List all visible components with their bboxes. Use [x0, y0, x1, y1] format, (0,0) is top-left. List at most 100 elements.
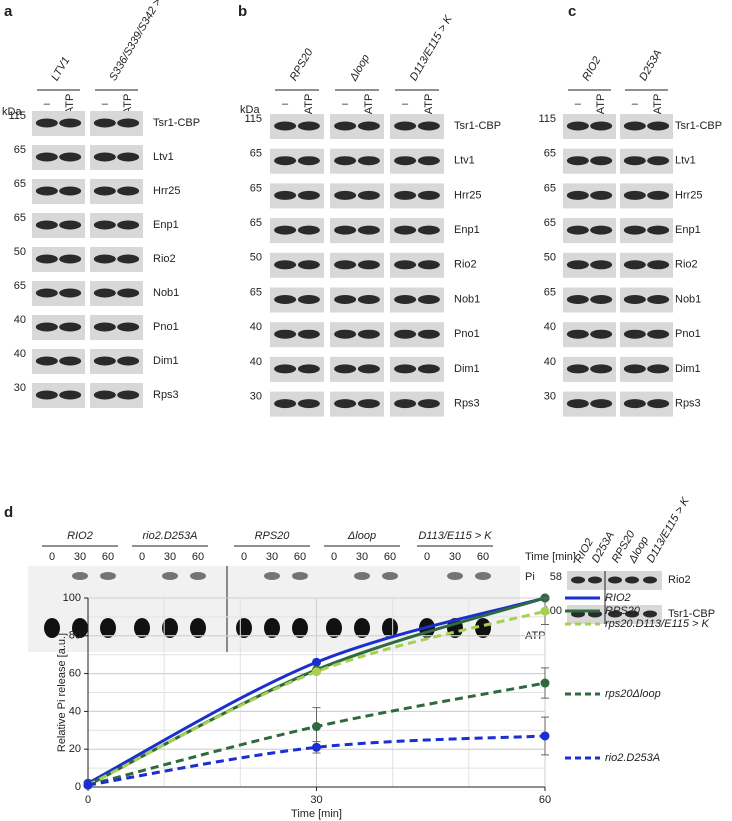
kda-marker: 65: [14, 144, 26, 156]
kda-marker: 65: [544, 286, 556, 298]
blot-band: [417, 225, 440, 235]
blot-band: [623, 190, 646, 200]
time-label: 0: [424, 551, 430, 563]
protein-label: Nob1: [454, 293, 480, 305]
blot-band: [623, 329, 646, 339]
lane-label: –: [402, 98, 409, 110]
blot-band: [274, 225, 297, 235]
blot-band: [566, 329, 589, 339]
blot-band: [35, 152, 58, 162]
blot-band: [623, 121, 646, 131]
blot-band: [297, 295, 320, 304]
blot-band: [297, 364, 320, 374]
blot-band: [59, 288, 82, 298]
data-point: [312, 742, 321, 752]
kda-marker: 30: [544, 391, 556, 403]
blot-band: [59, 118, 82, 128]
pi-spot: [100, 572, 116, 580]
kda-marker: 65: [250, 286, 262, 298]
group-label: RPS20: [288, 46, 316, 83]
pi-label: Pi: [525, 571, 535, 583]
blot-band: [394, 121, 417, 131]
atp-spot: [382, 618, 398, 638]
blot-band: [417, 190, 440, 200]
protein-label: Tsr1-CBP: [454, 120, 501, 132]
time-label: 0: [331, 551, 337, 563]
blot-band: [623, 364, 646, 374]
y-tick-label: 0: [75, 781, 81, 793]
protein-label: Enp1: [153, 219, 179, 231]
blot-band: [566, 121, 589, 131]
x-tick-label: 30: [310, 794, 322, 806]
lane-label: –: [102, 98, 109, 110]
kda-marker: 65: [544, 148, 556, 160]
blot-band: [357, 399, 380, 409]
x-axis-label: Time [min]: [291, 808, 342, 820]
kda-marker: 65: [14, 178, 26, 190]
blot-band: [571, 576, 585, 584]
blot-band: [274, 260, 297, 270]
series-line: [87, 734, 546, 787]
blot-band: [117, 356, 140, 366]
group-label: D253A: [637, 48, 664, 83]
blot-band: [394, 399, 417, 409]
time-label: 0: [139, 551, 145, 563]
blot-band: [647, 260, 670, 270]
atp-spot: [292, 618, 308, 638]
blot-band: [647, 121, 670, 131]
blot-band: [297, 260, 320, 270]
protein-label: Dim1: [153, 355, 179, 367]
atp-spot: [44, 618, 60, 638]
blot-band: [117, 118, 140, 128]
blot-band: [35, 356, 58, 366]
protein-label: Rio2: [454, 259, 477, 271]
protein-label: Nob1: [153, 287, 179, 299]
legend-label: rio2.D253A: [605, 752, 660, 764]
blot-band: [93, 118, 116, 128]
atp-spot: [72, 618, 88, 638]
lane-label: D113/E115 > K: [645, 495, 692, 565]
blot-band: [590, 260, 613, 270]
group-label: D113/E115 > K: [408, 13, 455, 83]
protein-label: Ltv1: [675, 155, 696, 167]
blot-band: [647, 156, 670, 166]
legend-label: RPS20: [605, 605, 641, 617]
atp-spot: [236, 618, 252, 638]
time-label: 30: [74, 551, 86, 563]
time-label: 60: [102, 551, 114, 563]
group-label: RIO2: [580, 55, 603, 83]
protein-label: Rio2: [675, 259, 698, 271]
blot-band: [357, 329, 380, 339]
kda-label: kDa: [240, 104, 260, 116]
blot-band: [35, 322, 58, 332]
blot-band: [625, 576, 639, 584]
blot-band: [357, 190, 380, 200]
x-tick-label: 60: [539, 794, 551, 806]
series-line: [87, 609, 546, 787]
atp-spot: [264, 618, 280, 638]
blot-band: [357, 121, 380, 131]
blot-band: [274, 364, 297, 374]
blot-band: [590, 295, 613, 304]
blot-band: [608, 576, 622, 584]
panel-letter: d: [4, 504, 13, 521]
kda-marker: 50: [250, 252, 262, 264]
blot-band: [35, 220, 58, 230]
blot-band: [274, 121, 297, 131]
blot-band: [647, 329, 670, 339]
protein-label: Hrr25: [675, 189, 703, 201]
atp-spot: [162, 618, 178, 638]
pi-spot: [382, 572, 398, 580]
data-point: [540, 731, 550, 741]
blot-band: [394, 225, 417, 235]
blot-band: [334, 399, 357, 409]
blot-band: [334, 190, 357, 200]
blot-band: [590, 399, 613, 409]
blot-band: [590, 329, 613, 339]
time-label: 30: [266, 551, 278, 563]
blot-band: [643, 576, 657, 584]
group-label: LTV1: [49, 55, 72, 83]
blot-band: [297, 329, 320, 339]
time-label: 30: [356, 551, 368, 563]
